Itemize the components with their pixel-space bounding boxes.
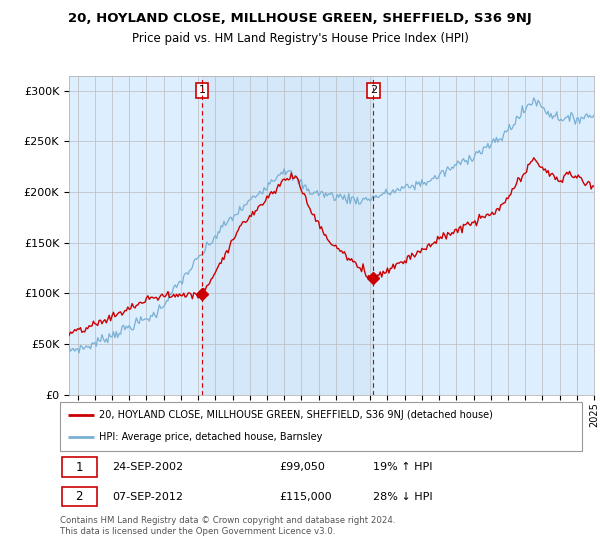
- Text: Price paid vs. HM Land Registry's House Price Index (HPI): Price paid vs. HM Land Registry's House …: [131, 32, 469, 45]
- Text: 28% ↓ HPI: 28% ↓ HPI: [373, 492, 433, 502]
- Text: 1: 1: [76, 461, 83, 474]
- Text: £99,050: £99,050: [279, 462, 325, 472]
- Text: HPI: Average price, detached house, Barnsley: HPI: Average price, detached house, Barn…: [99, 432, 323, 442]
- Text: 20, HOYLAND CLOSE, MILLHOUSE GREEN, SHEFFIELD, S36 9NJ (detached house): 20, HOYLAND CLOSE, MILLHOUSE GREEN, SHEF…: [99, 410, 493, 420]
- Text: 2: 2: [370, 85, 377, 95]
- FancyBboxPatch shape: [62, 487, 97, 506]
- Text: £115,000: £115,000: [279, 492, 332, 502]
- Text: 20, HOYLAND CLOSE, MILLHOUSE GREEN, SHEFFIELD, S36 9NJ: 20, HOYLAND CLOSE, MILLHOUSE GREEN, SHEF…: [68, 12, 532, 25]
- Bar: [202, 76, 373, 395]
- Text: 07-SEP-2012: 07-SEP-2012: [112, 492, 183, 502]
- Text: 19% ↑ HPI: 19% ↑ HPI: [373, 462, 433, 472]
- FancyBboxPatch shape: [60, 402, 582, 451]
- Text: 2: 2: [76, 490, 83, 503]
- Text: 1: 1: [199, 85, 206, 95]
- Text: Contains HM Land Registry data © Crown copyright and database right 2024.
This d: Contains HM Land Registry data © Crown c…: [60, 516, 395, 536]
- Text: 24-SEP-2002: 24-SEP-2002: [112, 462, 184, 472]
- FancyBboxPatch shape: [62, 458, 97, 477]
